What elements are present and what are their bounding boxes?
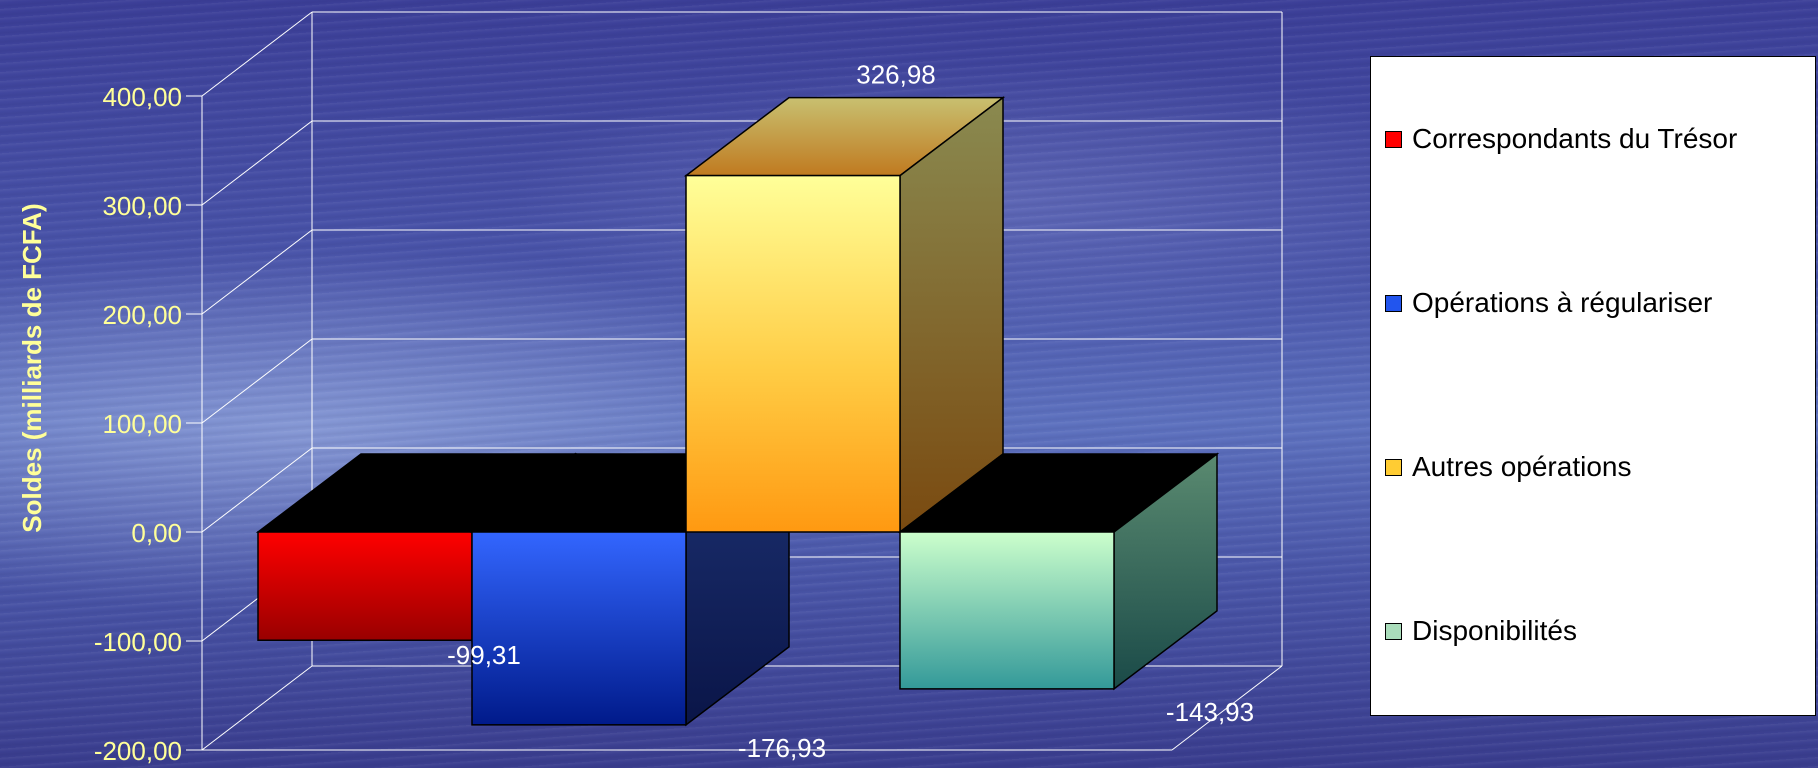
legend: Correspondants du Trésor Opérations à rég… [1370, 56, 1816, 716]
y-tick-label: 200,00 [102, 300, 182, 330]
legend-label: Disponibilités [1412, 615, 1577, 646]
y-tick-label: -200,00 [94, 736, 182, 766]
data-label-2: 326,98 [856, 60, 936, 90]
legend-item-1: Opérations à régulariser [1385, 287, 1712, 319]
legend-label: Autres opérations [1412, 451, 1632, 482]
bar-2 [683, 96, 1006, 534]
legend-swatch [1385, 458, 1402, 476]
y-tick-label: -100,00 [94, 627, 182, 657]
y-axis-ticks: -200,00 -100,00 0,00 100,00 200,00 300,00 400,… [94, 82, 202, 766]
bar-front-face [685, 174, 901, 533]
data-label-3: -143,93 [1166, 697, 1254, 727]
gridline-side [201, 120, 313, 206]
bar-front-face [257, 531, 473, 641]
data-label-0: -99,31 [447, 640, 521, 670]
legend-swatch [1385, 294, 1402, 312]
y-tick-label: 300,00 [102, 191, 182, 221]
floor-right-edge [1171, 665, 1283, 751]
data-label-1: -176,93 [738, 733, 826, 763]
legend-swatch [1385, 622, 1402, 640]
legend-label: Opérations à régulariser [1412, 287, 1713, 318]
legend-item-3: Disponibilités [1385, 615, 1577, 647]
gridline-side [201, 229, 313, 315]
bar-front-face [899, 531, 1115, 690]
y-tick-label: 400,00 [102, 82, 182, 112]
y-axis-title: Soldes (milliards de FCFA) [17, 203, 47, 532]
y-tick-label: 100,00 [102, 409, 182, 439]
gridline-side [201, 338, 313, 424]
gridline-side [201, 447, 313, 533]
data-labels: -99,31 -176,93 326,98 -143,93 [447, 60, 1254, 763]
gridline-side [201, 665, 313, 751]
legend-swatch [1385, 130, 1402, 148]
bar-front-face [471, 531, 687, 726]
bars [255, 96, 1220, 727]
bar-3 [897, 452, 1220, 691]
gridline-side [201, 11, 313, 97]
legend-item-0: Correspondants du Trésor [1385, 123, 1737, 155]
y-tick-label: 0,00 [131, 518, 182, 548]
legend-label: Correspondants du Trésor [1412, 123, 1738, 154]
legend-item-2: Autres opérations [1385, 451, 1631, 483]
